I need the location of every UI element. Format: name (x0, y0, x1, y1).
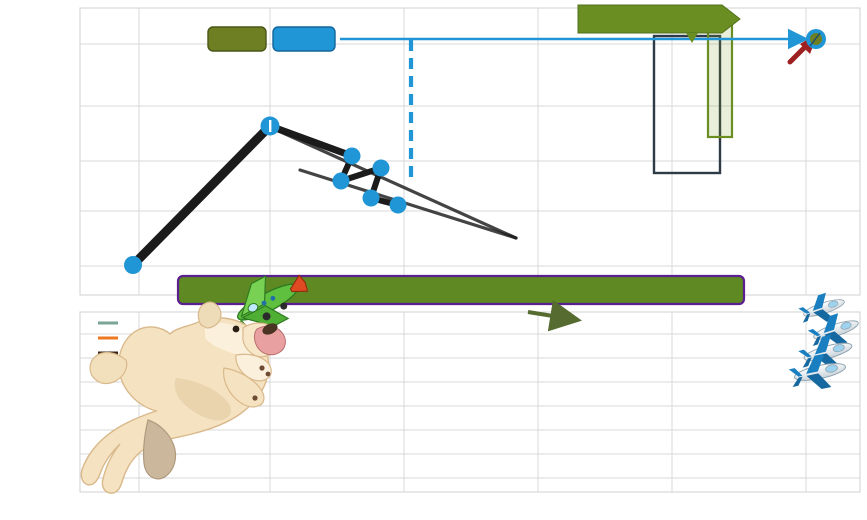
zigzag-marker[interactable] (372, 159, 390, 177)
target-value-badge[interactable] (207, 26, 267, 52)
zigzag-marker[interactable] (332, 172, 350, 190)
green-airplane-sticker (236, 274, 309, 332)
signal-banner-box (176, 274, 746, 306)
target-badge-group[interactable] (207, 26, 336, 52)
zigzag-marker[interactable] (124, 256, 142, 274)
dog-sticker (80, 301, 286, 494)
blue-airplane-sticker-group (788, 292, 859, 390)
highlight-boxes (652, 23, 734, 175)
target-label-badge[interactable] (272, 26, 336, 52)
signal-rect-green (706, 23, 734, 139)
zigzag-marker[interactable] (389, 196, 407, 214)
target-line-group (340, 28, 809, 178)
price-panel-grid (79, 7, 861, 296)
banner-pointer-arrow (527, 299, 582, 332)
signal-banner (176, 274, 746, 332)
sell-signal-arrow-banner (577, 4, 741, 43)
arrow-banner-shape (577, 4, 741, 34)
signal-rect-dark (652, 34, 722, 175)
arrow-banner-pointer (686, 33, 698, 43)
marker-tick (269, 120, 272, 132)
zigzag-marker[interactable] (343, 147, 361, 165)
zigzag-marker[interactable] (362, 189, 380, 207)
zigzag-markers[interactable] (124, 116, 407, 275)
